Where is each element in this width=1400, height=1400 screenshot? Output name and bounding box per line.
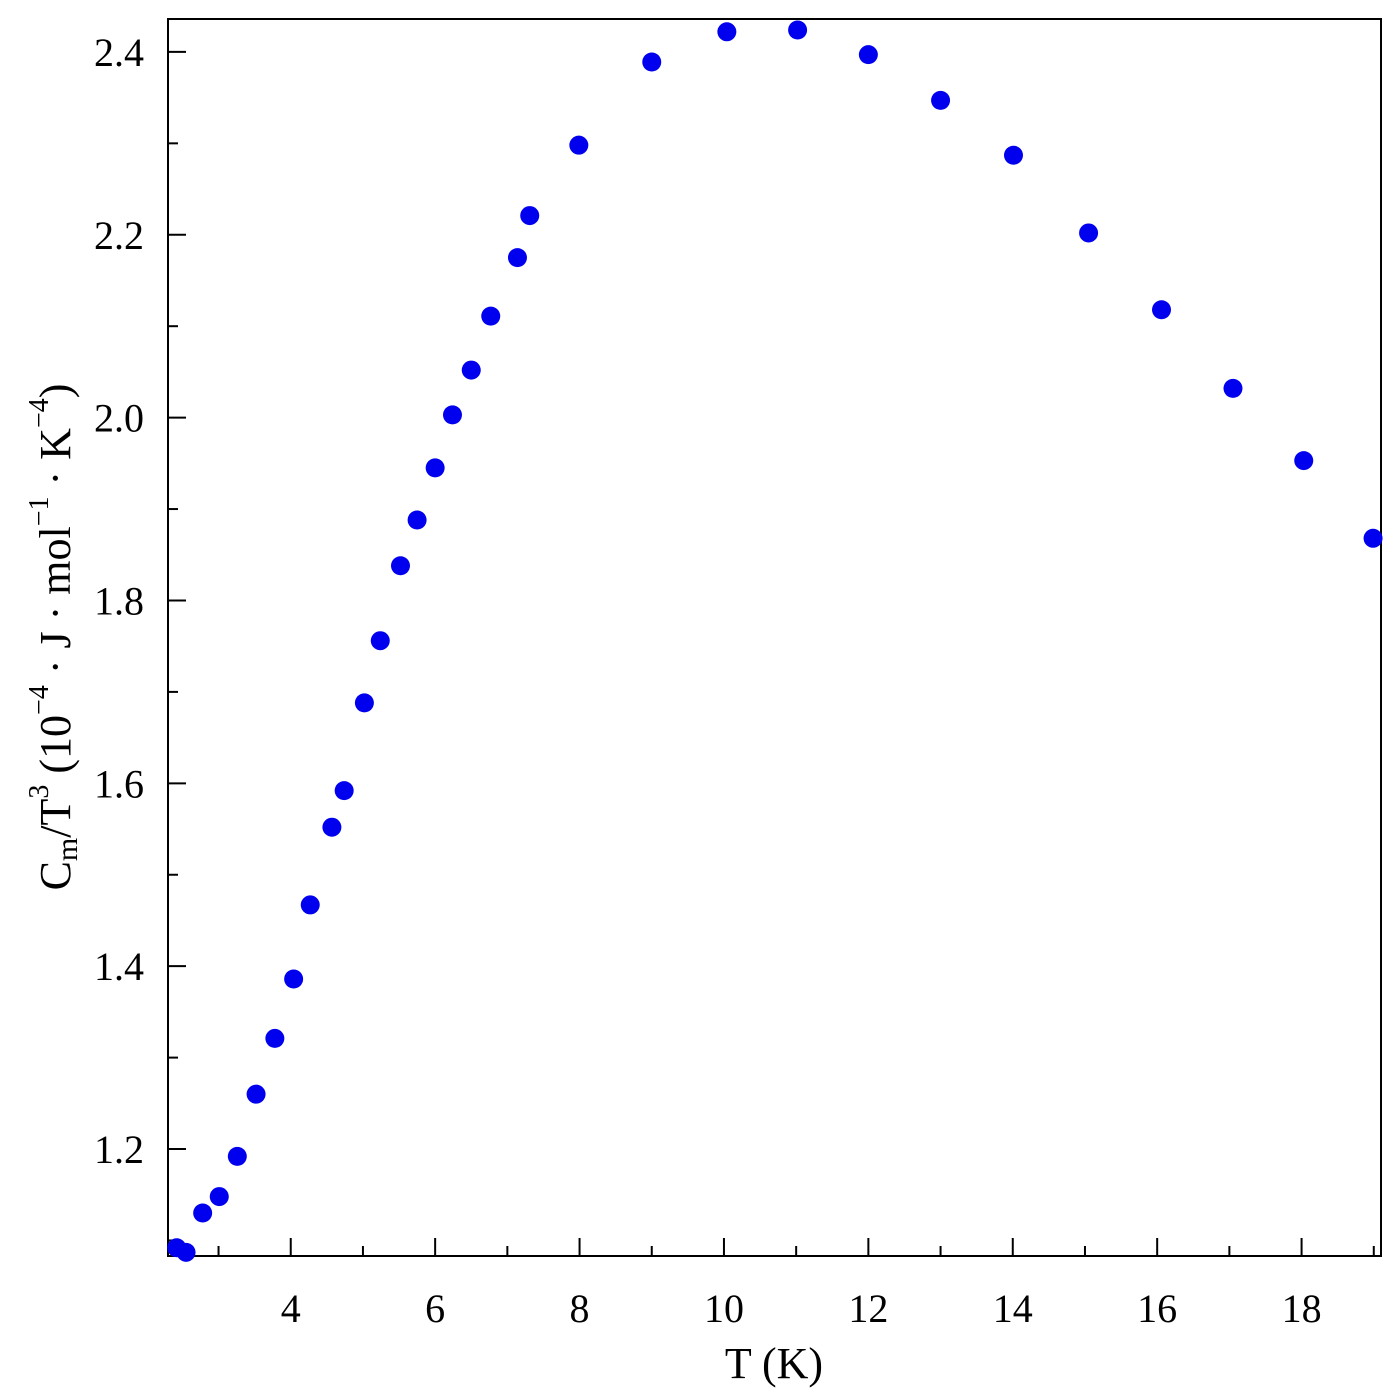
data-point: [642, 52, 662, 72]
data-point: [425, 458, 445, 478]
data-point: [176, 1242, 196, 1262]
data-point: [300, 895, 320, 915]
x-tick-label: 18: [1282, 1286, 1322, 1331]
data-point: [322, 817, 342, 837]
data-point: [354, 693, 374, 713]
data-point: [461, 360, 481, 380]
data-point: [788, 20, 808, 40]
data-point: [334, 781, 354, 801]
data-point: [370, 631, 390, 651]
data-point: [520, 206, 540, 226]
data-point: [284, 969, 304, 989]
x-tick-label: 8: [570, 1286, 590, 1331]
y-tick-label: 1.4: [94, 944, 144, 989]
y-label-unit-sup3: −4: [24, 398, 55, 428]
data-point: [1363, 528, 1383, 548]
data-point: [1003, 145, 1023, 165]
data-point: [390, 556, 410, 576]
data-point: [209, 1187, 229, 1207]
data-point: [1079, 223, 1099, 243]
data-point: [858, 45, 878, 65]
y-tick-label: 1.8: [94, 578, 144, 623]
data-point: [246, 1084, 266, 1104]
x-tick-label: 16: [1137, 1286, 1177, 1331]
data-point: [1223, 378, 1243, 398]
data-point: [481, 306, 501, 326]
plot-frame: [167, 18, 1382, 1257]
y-tick-label: 2.2: [94, 213, 144, 258]
x-tick-label: 6: [425, 1286, 445, 1331]
x-axis: 4 6 8 10 12 14 16 18: [217, 1238, 1375, 1331]
data-point: [717, 22, 737, 42]
y-axis-label: Cm/T3 (10−4 · J · mol−1 · K−4): [24, 384, 83, 891]
data-point: [507, 248, 527, 268]
y-label-unit-sup2: −1: [24, 496, 55, 526]
y-axis: 1.2 1.4 1.6 1.8 2.0 2.2 2.4: [94, 30, 186, 1242]
y-label-unit-mid: · J · mol: [31, 526, 80, 685]
data-point: [227, 1146, 247, 1166]
x-axis-label: T (K): [725, 1339, 823, 1388]
y-label-slash: /T: [31, 798, 80, 837]
y-tick-label: 2.0: [94, 396, 144, 441]
y-label-main: C: [31, 861, 80, 890]
data-point: [407, 510, 427, 530]
y-label-unit-close: ): [31, 384, 80, 399]
y-tick-label: 1.2: [94, 1127, 144, 1172]
y-label-unit-open: (10: [31, 715, 80, 785]
x-tick-label: 4: [281, 1286, 301, 1331]
y-tick-label: 1.6: [94, 761, 144, 806]
y-label-sub: m: [51, 838, 84, 861]
data-point: [442, 405, 462, 425]
data-point: [1294, 451, 1314, 471]
data-point: [569, 135, 589, 155]
x-tick-label: 14: [993, 1286, 1033, 1331]
x-tick-label: 10: [704, 1286, 744, 1331]
data-points: [167, 20, 1383, 1262]
data-point: [265, 1028, 285, 1048]
data-point: [931, 90, 951, 110]
y-tick-label: 2.4: [94, 30, 144, 75]
data-point: [193, 1203, 213, 1223]
x-tick-label: 12: [848, 1286, 888, 1331]
data-point: [1152, 300, 1172, 320]
y-label-unit-sup1: −4: [24, 685, 55, 715]
y-label-unit-k: · K: [31, 428, 80, 497]
y-label-sup: 3: [24, 785, 55, 799]
